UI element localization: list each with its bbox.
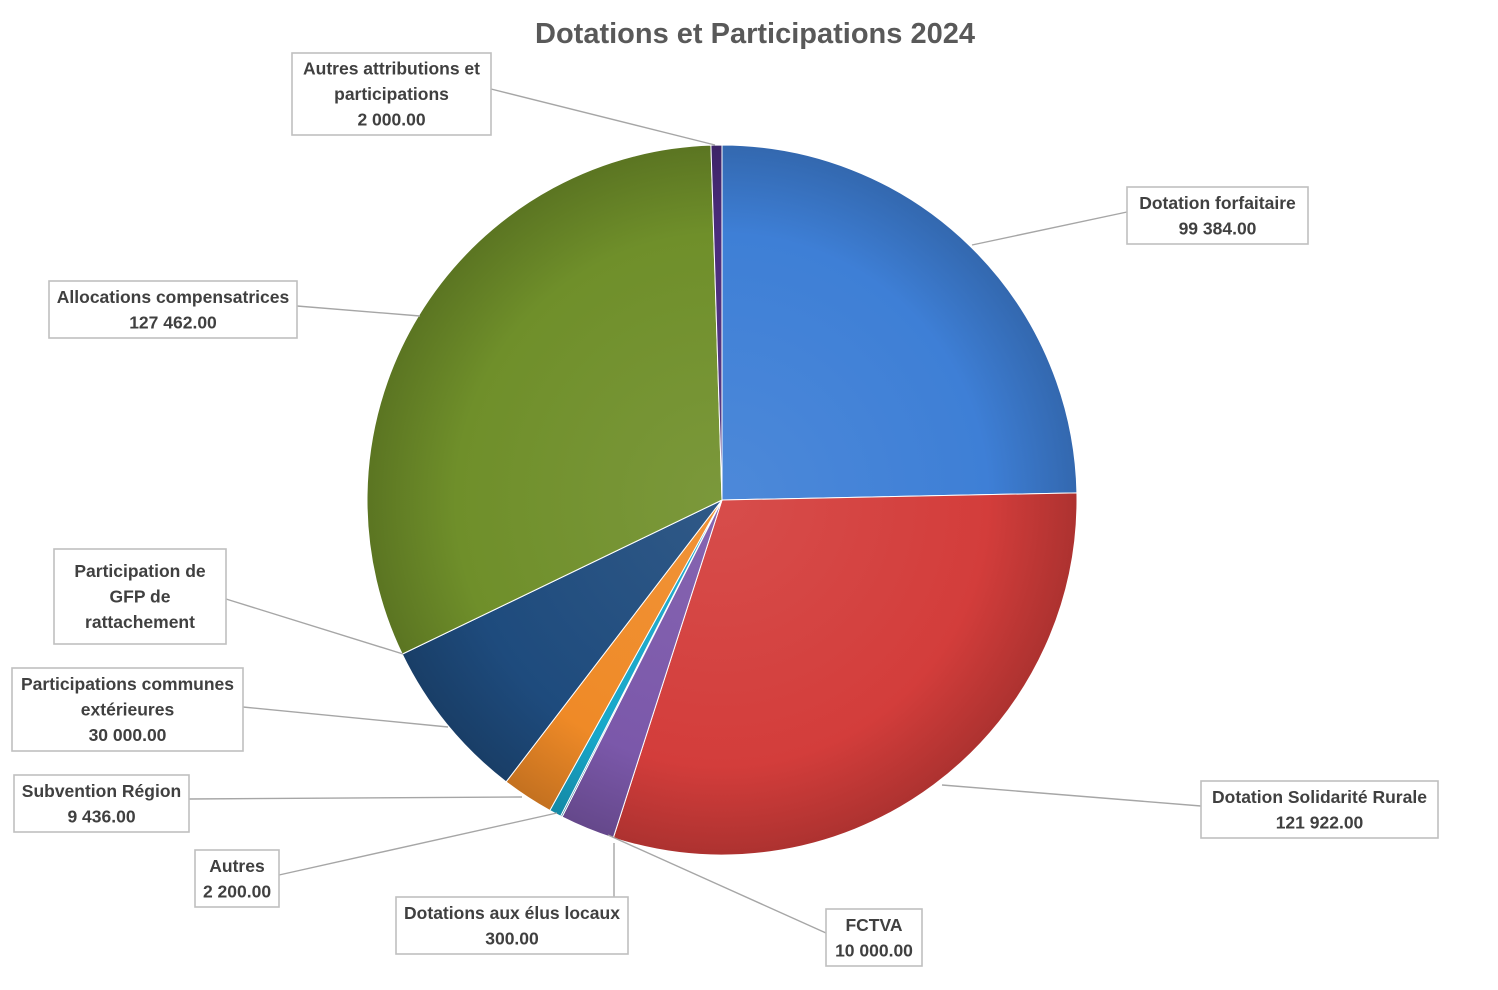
- slice-value: 127 462.00: [129, 312, 217, 332]
- data-label: Dotations aux élus locaux 300.00: [395, 896, 629, 955]
- data-label-box: [291, 52, 492, 136]
- slice-value: 121 922.00: [1276, 812, 1364, 832]
- slice-label: Autres: [209, 856, 265, 876]
- slice-value: 2 000.00: [357, 110, 425, 130]
- data-label-text: Subvention Région 9 436.00: [22, 781, 181, 827]
- leader-line: [607, 834, 827, 934]
- leader-lines: [188, 88, 1202, 934]
- data-label: Allocations compensatrices 127 462.00: [48, 280, 298, 339]
- data-label-text: FCTVA 10 000.00: [835, 915, 913, 961]
- pie-slice: [710, 144, 723, 501]
- pie-slice: [401, 499, 723, 783]
- slice-label: extérieures: [81, 700, 175, 720]
- slice-label: Subvention Région: [22, 781, 181, 801]
- data-label-text: Allocations compensatrices 127 462.00: [57, 287, 290, 333]
- data-label-box: [1200, 780, 1439, 839]
- slice-value: 2 200.00: [203, 881, 271, 901]
- data-label-text: Dotation forfaitaire 99 384.00: [1139, 193, 1296, 239]
- slice-value: 300.00: [485, 928, 539, 948]
- pie-slice: [721, 144, 1078, 501]
- data-label: Dotation forfaitaire 99 384.00: [1126, 186, 1309, 245]
- leader-line: [490, 88, 716, 146]
- slice-label: Dotations aux élus locaux: [404, 903, 620, 923]
- pie-slice: [612, 492, 1078, 856]
- data-label: Autres 2 200.00: [194, 849, 280, 908]
- data-label-box: [13, 774, 190, 833]
- data-label: Subvention Région 9 436.00: [13, 774, 190, 833]
- data-label-box: [194, 849, 280, 908]
- data-label-text: Participation de GFP de rattachement: [74, 561, 206, 632]
- data-labels: Dotation forfaitaire 99 384.00 Dotation So…: [11, 52, 1439, 967]
- data-label: FCTVA 10 000.00: [825, 908, 923, 967]
- slice-label: Dotation forfaitaire: [1139, 193, 1296, 213]
- data-label-text: Dotations aux élus locaux 300.00: [404, 903, 620, 949]
- data-label-box: [53, 548, 227, 645]
- leader-line: [278, 812, 558, 876]
- slice-label: GFP de: [110, 587, 171, 607]
- leader-line: [242, 706, 449, 728]
- slice-label: FCTVA: [845, 915, 902, 935]
- slice-label: Dotation Solidarité Rurale: [1212, 787, 1427, 807]
- leader-line: [971, 211, 1128, 246]
- data-label-text: Participations communes extérieures 30 000…: [21, 674, 234, 745]
- data-label: Participation de GFP de rattachement: [53, 548, 227, 645]
- slice-value: 99 384.00: [1179, 218, 1257, 238]
- slice-label: participations: [334, 84, 449, 104]
- leader-line: [188, 796, 523, 800]
- leader-line: [296, 305, 421, 317]
- slice-label: Allocations compensatrices: [57, 287, 290, 307]
- data-label: Dotation Solidarité Rurale 121 922.00: [1200, 780, 1439, 839]
- data-label-text: Autres 2 200.00: [203, 856, 271, 902]
- slice-value: 9 436.00: [67, 806, 135, 826]
- slice-label: Autres attributions et: [303, 59, 480, 79]
- data-label: Autres attributions et participations 2 00…: [291, 52, 492, 136]
- pie-slices: [366, 144, 1078, 856]
- chart-title: Dotations et Participations 2024: [535, 18, 975, 50]
- data-label: Participations communes extérieures 30 000…: [11, 667, 244, 752]
- slice-label: Participation de: [74, 561, 206, 581]
- leader-line: [225, 598, 404, 655]
- data-label-text: Dotation Solidarité Rurale 121 922.00: [1212, 787, 1427, 833]
- slice-label: rattachement: [85, 612, 195, 632]
- slice-value: 10 000.00: [835, 940, 913, 960]
- data-label-box: [48, 280, 298, 339]
- data-label-box: [825, 908, 923, 967]
- data-label-box: [1126, 186, 1309, 245]
- slice-label: Participations communes: [21, 674, 234, 694]
- data-label-box: [11, 667, 244, 752]
- leader-line: [941, 784, 1202, 807]
- data-label-text: Autres attributions et participations 2 00…: [303, 59, 480, 130]
- data-label-box: [395, 896, 629, 955]
- slice-value: 30 000.00: [89, 725, 167, 745]
